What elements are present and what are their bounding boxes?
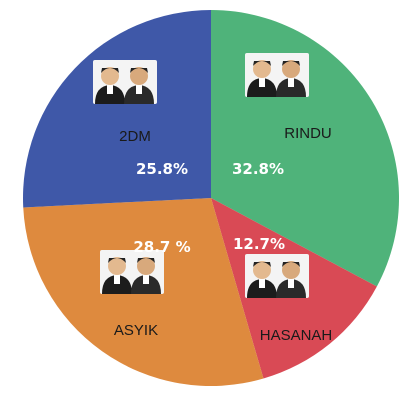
slice-name-hasanah: HASANAH [260, 327, 333, 344]
candidate-photos [93, 53, 309, 298]
pie-slice-2dm [23, 10, 212, 208]
candidate-pair-photo-icon [245, 254, 309, 298]
pie-slices [23, 10, 399, 386]
slice-name-2dm: 2DM [119, 128, 151, 145]
slice-percent-rindu: 32.8% [232, 160, 284, 178]
candidate-pair-photo-icon [245, 53, 309, 97]
slice-name-labels: RINDU HASANAH ASYIK 2DM [114, 125, 332, 344]
slice-percent-2dm: 25.8% [136, 160, 188, 178]
slice-percent-asyik: 28.7 % [133, 238, 190, 256]
slice-name-rindu: RINDU [284, 125, 332, 142]
slice-percent-labels: 32.8% 12.7% 28.7 % 25.8% [133, 160, 285, 256]
slice-percent-hasanah: 12.7% [233, 235, 285, 253]
candidate-pair-photo-icon [100, 250, 164, 294]
slice-name-asyik: ASYIK [114, 322, 158, 339]
candidate-pair-photo-icon [93, 60, 157, 104]
